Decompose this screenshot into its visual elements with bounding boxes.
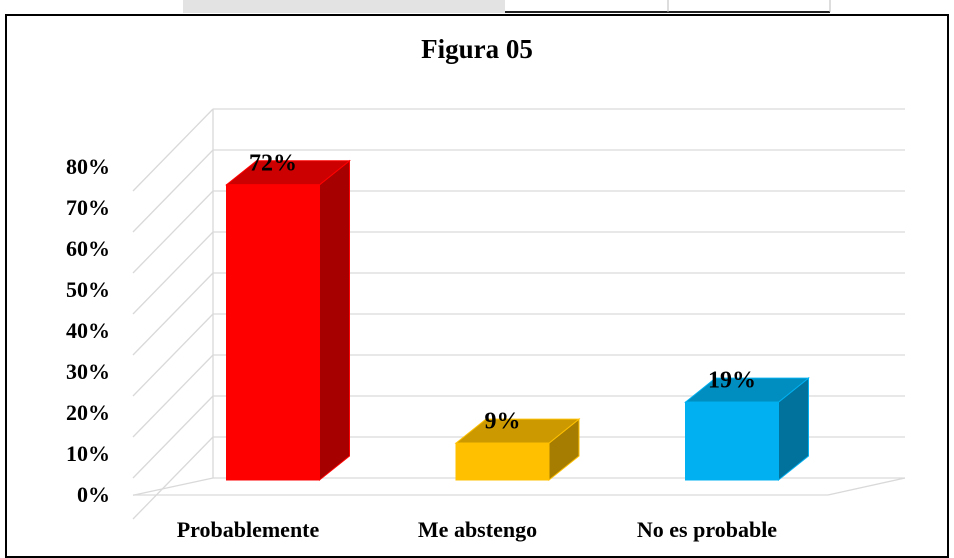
grid-line-side: [132, 272, 214, 356]
grid-line-side: [132, 149, 214, 233]
y-tick-label: 50%: [66, 277, 110, 302]
value-label: 19%: [708, 368, 756, 394]
grid-line-side: [132, 436, 214, 520]
y-tick-label: 0%: [77, 482, 110, 507]
y-tick-label: 40%: [66, 318, 110, 343]
toolbar: [183, 0, 505, 13]
bar-side: [319, 159, 350, 482]
grid-line-side: [132, 190, 214, 274]
y-tick-label: 60%: [66, 236, 110, 261]
floor-right: [827, 477, 906, 496]
x-tick-label: No es probable: [637, 517, 777, 542]
x-tick-label: Probablemente: [177, 517, 320, 542]
grid-line-side: [132, 354, 214, 438]
grid-line-side: [132, 395, 214, 479]
grid-line-side: [132, 313, 214, 397]
x-tick-label: Me abstengo: [418, 517, 537, 542]
value-label: 72%: [249, 150, 297, 176]
value-label: 9%: [485, 409, 521, 435]
y-tick-label: 20%: [66, 400, 110, 425]
y-tick-label: 10%: [66, 441, 110, 466]
y-tick-label: 30%: [66, 359, 110, 384]
bar: [226, 184, 320, 481]
grid-line-side: [132, 477, 214, 496]
bar: [455, 442, 550, 481]
grid-line-side: [132, 231, 214, 315]
bar: [685, 401, 779, 481]
chart-title: Figura 05: [421, 34, 533, 64]
wall-side-top: [132, 108, 214, 192]
y-tick-label: 70%: [66, 195, 110, 220]
y-tick-label: 80%: [66, 154, 110, 179]
